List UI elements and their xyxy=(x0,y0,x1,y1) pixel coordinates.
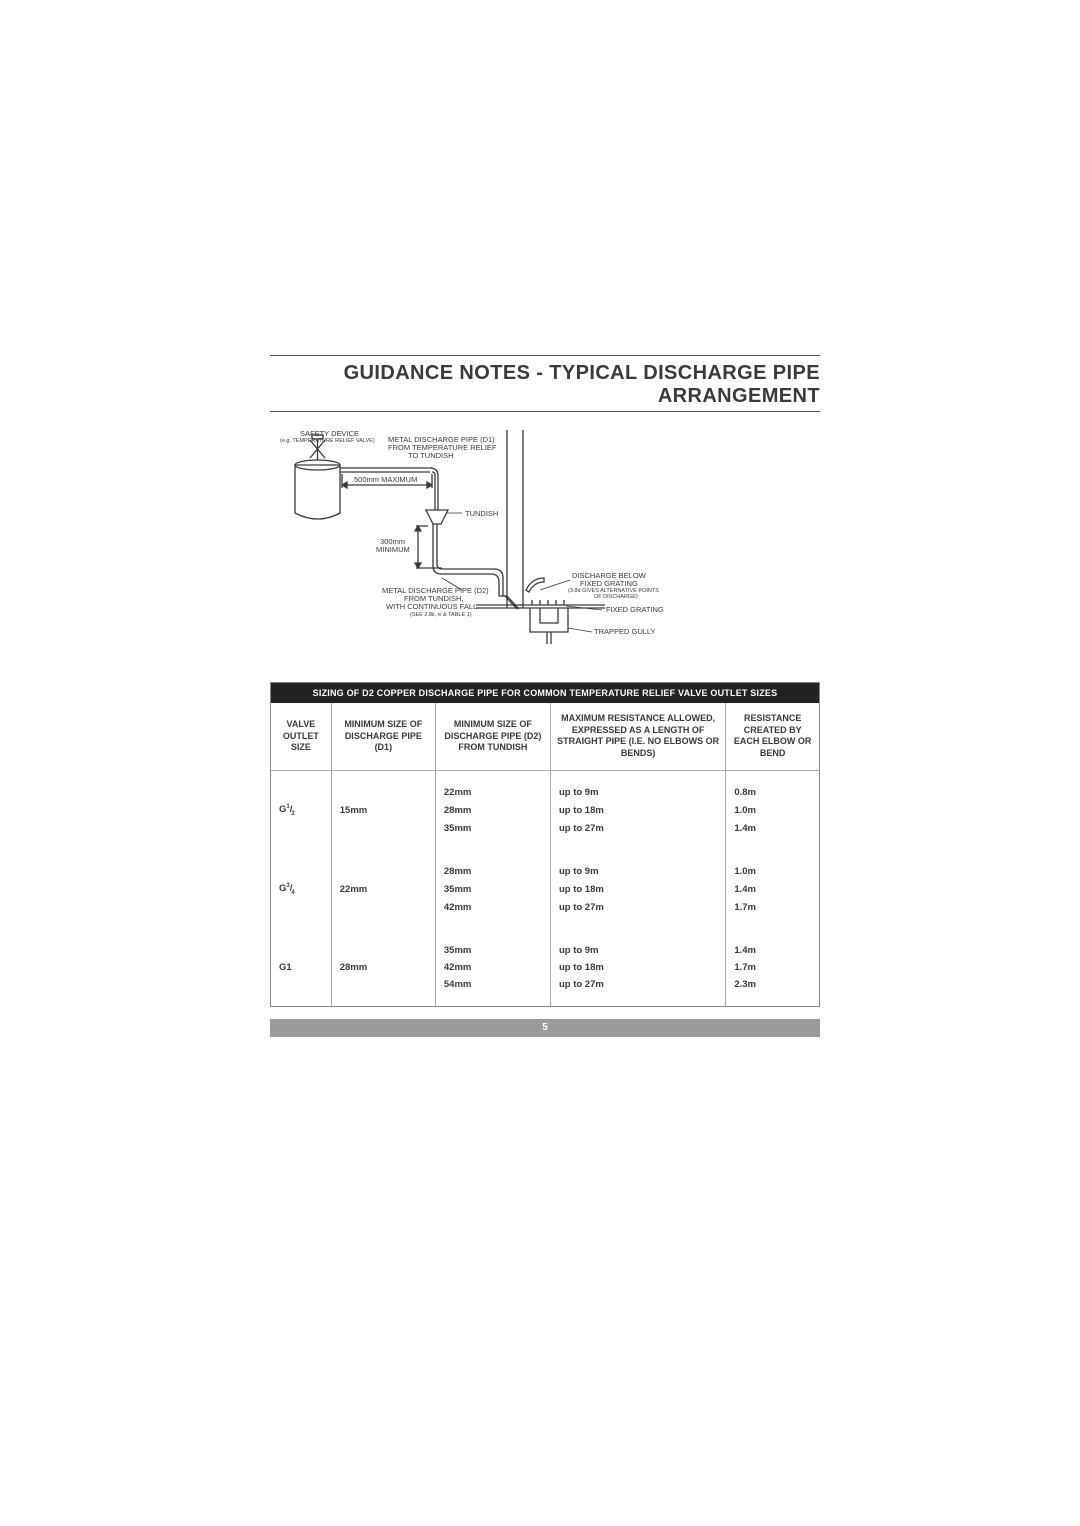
cell-max: up to 27m xyxy=(550,976,725,1006)
cell-max: up to 27m xyxy=(550,899,725,929)
col-valve: Valve Outlet Size xyxy=(271,703,331,770)
cell-d1-empty xyxy=(331,850,435,880)
col-d1: Minimum Size of Discharge Pipe (D1) xyxy=(331,703,435,770)
document-page: GUIDANCE NOTES - TYPICAL DISCHARGE PIPE … xyxy=(270,355,820,1037)
cell-d1-empty xyxy=(331,820,435,850)
label-300mm-2: MINIMUM xyxy=(376,545,410,554)
cell-max: up to 18m xyxy=(550,880,725,899)
cell-res: 1.4m xyxy=(726,929,819,959)
cell-res: 1.4m xyxy=(726,820,819,850)
cell-max: up to 9m xyxy=(550,850,725,880)
label-tundish: TUNDISH xyxy=(465,509,498,518)
cell-valve-empty xyxy=(271,850,331,880)
cell-valve-empty xyxy=(271,976,331,1006)
cell-d1-empty xyxy=(331,976,435,1006)
table-row: 35mmup to 27m1.4m xyxy=(271,820,819,850)
label-safety-device: SAFETY DEVICE xyxy=(300,430,359,438)
cell-max: up to 18m xyxy=(550,801,725,820)
cell-valve-empty xyxy=(271,770,331,801)
table-body: 22mmup to 9m0.8mG1/215mm28mmup to 18m1.0… xyxy=(271,770,819,1006)
table-row: 22mmup to 9m0.8m xyxy=(271,770,819,801)
cell-d2: 28mm xyxy=(435,850,550,880)
cell-d1-empty xyxy=(331,929,435,959)
cell-res: 1.4m xyxy=(726,880,819,899)
title-underline xyxy=(270,411,820,412)
cell-res: 1.0m xyxy=(726,801,819,820)
cell-d2: 28mm xyxy=(435,801,550,820)
cell-res: 2.3m xyxy=(726,976,819,1006)
col-elbow: Resistance Created by Each Elbow or Bend xyxy=(726,703,819,770)
cell-d1-empty xyxy=(331,899,435,929)
cell-res: 1.0m xyxy=(726,850,819,880)
cell-d2: 22mm xyxy=(435,770,550,801)
cell-d2: 54mm xyxy=(435,976,550,1006)
cell-d1: 22mm xyxy=(331,880,435,899)
cell-d2: 42mm xyxy=(435,959,550,976)
cell-d1-empty xyxy=(331,770,435,801)
cell-d1: 15mm xyxy=(331,801,435,820)
cell-d1: 28mm xyxy=(331,959,435,976)
table-row: G128mm42mmup to 18m1.7m xyxy=(271,959,819,976)
cell-res: 1.7m xyxy=(726,899,819,929)
cell-valve: G1/2 xyxy=(271,801,331,820)
label-d2-3: WITH CONTINUOUS FALL. xyxy=(386,602,479,611)
table-row: 54mmup to 27m2.3m xyxy=(271,976,819,1006)
label-trapped-gully: TRAPPED GULLY xyxy=(594,627,656,636)
label-d1-3: TO TUNDISH xyxy=(408,451,454,460)
top-rule xyxy=(270,355,820,356)
label-safety-note: (e.g. TEMPERATURE RELIEF VALVE) xyxy=(280,438,375,444)
cell-d2: 35mm xyxy=(435,820,550,850)
col-maxres: Maximum Resistance Allowed, Expressed as… xyxy=(550,703,725,770)
cell-d2: 35mm xyxy=(435,929,550,959)
cell-d2: 42mm xyxy=(435,899,550,929)
table-row: 28mmup to 9m1.0m xyxy=(271,850,819,880)
page-number: 5 xyxy=(270,1019,820,1037)
table-row: 35mmup to 9m1.4m xyxy=(271,929,819,959)
cell-max: up to 27m xyxy=(550,820,725,850)
label-500mm: 500mm MAXIMUM xyxy=(354,475,417,484)
cell-max: up to 9m xyxy=(550,770,725,801)
sizing-table: SIZING OF D2 COPPER DISCHARGE PIPE FOR C… xyxy=(270,682,820,1007)
table-title-bar: SIZING OF D2 COPPER DISCHARGE PIPE FOR C… xyxy=(271,683,819,703)
table-head: Valve Outlet Size Minimum Size of Discha… xyxy=(271,703,819,770)
table-row: G1/215mm28mmup to 18m1.0m xyxy=(271,801,819,820)
cell-res: 1.7m xyxy=(726,959,819,976)
label-discharge-note2: OF DISCHARGE) xyxy=(594,594,638,600)
cell-res: 0.8m xyxy=(726,770,819,801)
sizing-data-table: Valve Outlet Size Minimum Size of Discha… xyxy=(271,703,819,1006)
page-title: GUIDANCE NOTES - TYPICAL DISCHARGE PIPE … xyxy=(270,362,820,408)
cell-valve: G3/4 xyxy=(271,880,331,899)
table-row: G3/422mm35mmup to 18m1.4m xyxy=(271,880,819,899)
col-d2: Minimum Size of Discharge Pipe (D2) From… xyxy=(435,703,550,770)
cell-valve: G1 xyxy=(271,959,331,976)
label-fixed-grating: FIXED GRATING xyxy=(606,605,664,614)
label-discharge-below-2: FIXED GRATING xyxy=(580,579,638,588)
cell-max: up to 18m xyxy=(550,959,725,976)
cell-valve-empty xyxy=(271,929,331,959)
cell-valve-empty xyxy=(271,820,331,850)
cell-valve-empty xyxy=(271,899,331,929)
label-d2-note: (SEE 2.8ii, iv & TABLE 1) xyxy=(410,612,472,618)
cell-d2: 35mm xyxy=(435,880,550,899)
table-row: 42mmup to 27m1.7m xyxy=(271,899,819,929)
cell-max: up to 9m xyxy=(550,929,725,959)
discharge-pipe-diagram: SAFETY DEVICE (e.g. TEMPERATURE RELIEF V… xyxy=(270,430,820,660)
